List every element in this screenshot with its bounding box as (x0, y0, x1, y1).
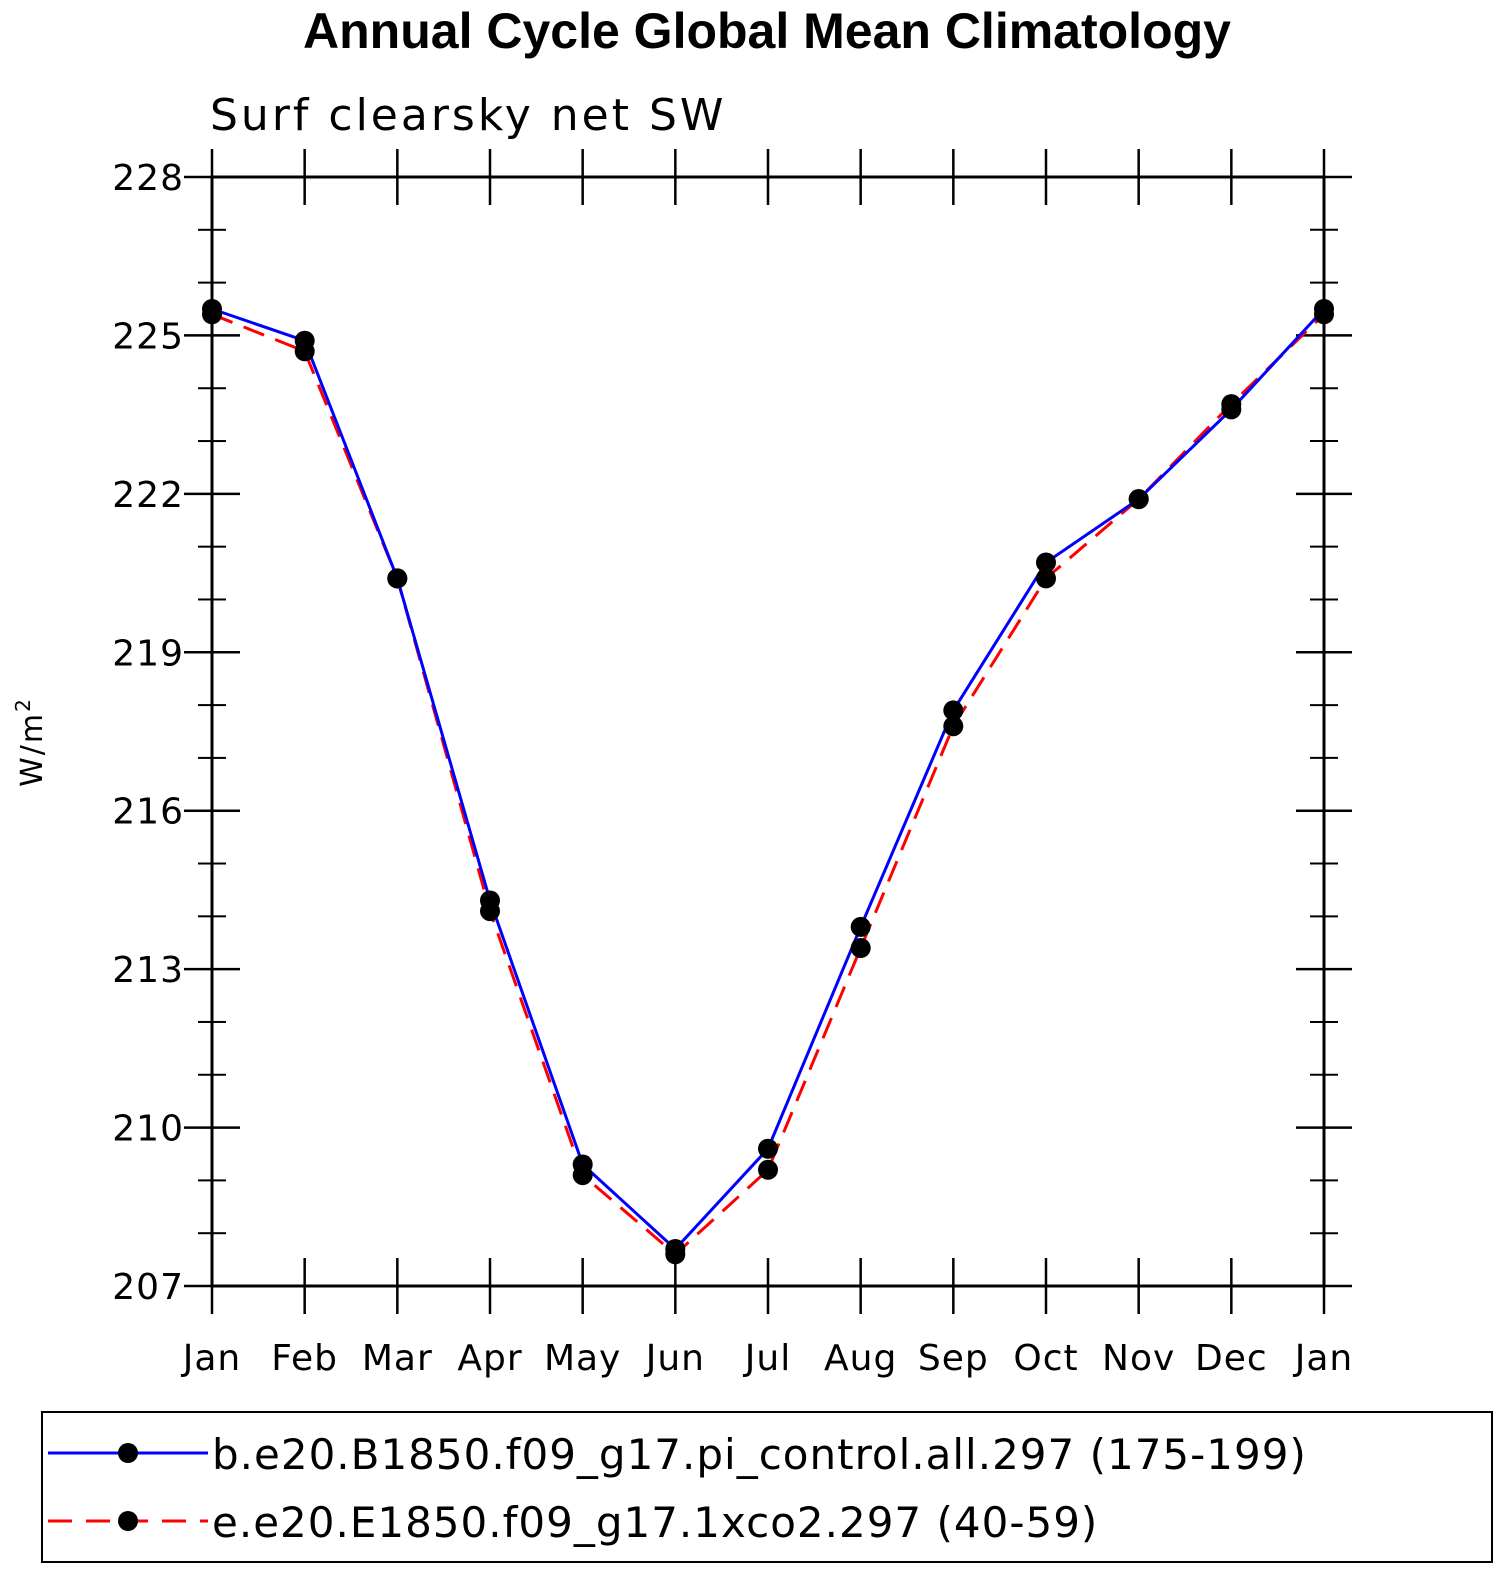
svg-text:W/m2: W/m2 (11, 697, 50, 787)
x-tick-label: Apr (457, 1338, 522, 1379)
data-point-series-1 (1036, 552, 1056, 573)
series-line-2 (211, 312, 1326, 1257)
legend-label-series-2: e.e20.E1850.f09_g17.1xco2.297 (40-59) (212, 1498, 1098, 1547)
legend-box (41, 1411, 1493, 1563)
chart-title: Annual Cycle Global Mean Climatology (303, 3, 1231, 59)
x-tick-label: Jun (644, 1338, 705, 1379)
data-point-series-2 (1221, 394, 1242, 415)
data-point-series-2 (387, 568, 408, 589)
data-point-series-2 (1036, 568, 1056, 589)
legend-marker-series-1 (118, 1443, 138, 1463)
y-axis-label-text: W/m (15, 712, 50, 787)
data-point-series-2 (572, 1165, 593, 1186)
data-point-series-2 (1314, 304, 1334, 325)
y-tick-label: 228 (112, 158, 184, 199)
x-tick-label: Nov (1102, 1338, 1175, 1379)
x-tick-label: Oct (1013, 1338, 1078, 1379)
x-tick-label: Feb (271, 1338, 338, 1379)
legend-marker-series-2 (118, 1511, 138, 1531)
x-tick-label: Aug (824, 1338, 897, 1379)
y-tick-label: 207 (112, 1267, 184, 1308)
data-point-series-2 (480, 901, 500, 922)
x-tick-label: Mar (362, 1338, 433, 1379)
data-point-series-2 (943, 716, 964, 737)
data-point-series-2 (758, 1159, 778, 1180)
data-point-series-2 (1128, 489, 1149, 510)
y-tick-label: 225 (112, 316, 184, 357)
x-tick-label: Jan (181, 1338, 242, 1379)
data-point-series-2 (294, 341, 315, 362)
x-tick-label: Dec (1195, 1338, 1268, 1379)
data-point-series-1 (943, 700, 964, 721)
legend: b.e20.B1850.f09_g17.pi_control.all.297 (… (41, 1411, 1493, 1563)
x-tick-label: Jan (1293, 1338, 1354, 1379)
data-point-series-1 (758, 1138, 778, 1159)
axis-ticks: 207 210 213 216 219 222 225 228 Jan Feb Mar Apr May J… (112, 149, 1354, 1379)
y-tick-label: 210 (112, 1109, 184, 1150)
plot-frame (210, 175, 1326, 1288)
y-tick-label: 219 (112, 633, 184, 674)
legend-label-series-1: b.e20.B1850.f09_g17.pi_control.all.297 (… (212, 1430, 1307, 1479)
series-layer (202, 299, 1334, 1265)
x-tick-label: Sep (918, 1338, 989, 1379)
y-tick-label: 216 (112, 792, 184, 833)
data-point-series-1 (850, 916, 871, 937)
data-point-series-2 (850, 938, 871, 958)
series-line-1 (211, 307, 1326, 1252)
data-point-series-2 (665, 1244, 686, 1265)
x-tick-label: May (544, 1338, 621, 1379)
y-axis-label-superscript: 2 (11, 697, 35, 712)
x-tick-label: Jul (743, 1338, 791, 1379)
chart-subtitle: Surf clearsky net SW (210, 90, 726, 141)
y-tick-label: 213 (112, 950, 184, 991)
y-tick-label: 222 (112, 475, 184, 516)
data-point-series-2 (202, 304, 222, 325)
y-axis-label: W/m2 (11, 697, 50, 787)
